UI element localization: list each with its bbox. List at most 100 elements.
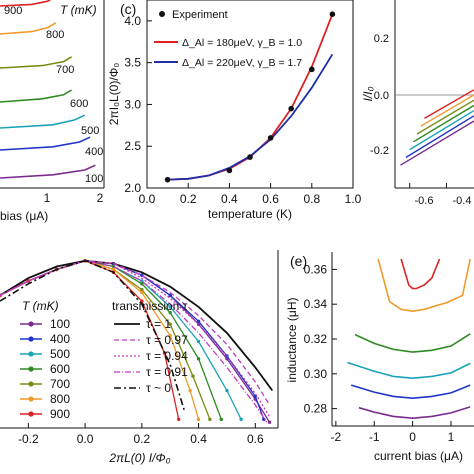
panel-a-curve-500: [0, 114, 86, 129]
panel-d-point-600-5: [140, 282, 144, 286]
panel-e: (e) 0.36 0.34 0.32 0.30 0.28-2 -1 0 1 inductanc…: [285, 252, 474, 463]
panel-a-label-400: 400: [85, 146, 103, 158]
panel-c-right-line-900: [424, 89, 474, 120]
panel-e-x-tick-3: 1: [448, 430, 455, 444]
panel-a-x-tick-1: 1: [44, 191, 51, 205]
legend-tau-label-0: τ = 1: [146, 317, 171, 331]
legend-t-label-600: 600: [50, 362, 70, 376]
panel-c-x-label: temperature (K): [208, 207, 292, 221]
panel-c-right-line-100: [400, 120, 474, 166]
legend-t-marker-800: [28, 396, 34, 402]
legend-experiment-marker: [159, 11, 165, 17]
panel-e-curve-600: [354, 333, 471, 353]
panel-d-point-100-10: [267, 420, 272, 424]
experiment-point-4: [288, 105, 295, 112]
panel-e-y-label: inductance (μH): [285, 298, 299, 383]
panel-e-lines: [347, 258, 471, 420]
legend-t-label-700: 700: [50, 377, 70, 391]
panel-e-curve-800: [377, 258, 471, 313]
panel-d-point-600-6: [168, 310, 172, 315]
panel-e-y-tick-4: 0.28: [304, 402, 328, 416]
legend-t-marker-700: [28, 381, 34, 387]
panel-d-ticks: -0.2 0.0 0.2 0.4 0.6: [18, 423, 264, 446]
legend-tau-label-2: τ = 0.94: [146, 349, 188, 363]
panel-c-right-line-600: [413, 104, 474, 143]
panel-a-label-800: 800: [46, 29, 64, 41]
panel-a-curve-400: [0, 136, 91, 151]
panel-a: 1 2 bias (μA) T (mK) 900 800 700 600 500…: [0, 0, 105, 223]
panel-a-x-label: bias (μA): [0, 209, 48, 223]
panel-e-y-tick-3: 0.30: [304, 367, 328, 381]
panel-c-frame: [146, 0, 354, 189]
experiment-point-0: [164, 176, 171, 183]
experiment-point-6: [329, 11, 336, 18]
panel-d-x-tick-1: 0.0: [77, 432, 94, 446]
panel-d-x-tick-3: 0.4: [190, 432, 207, 446]
experiment-point-2: [247, 154, 253, 160]
panel-c-right: 0.2 0.0 -0.2 I/I₀ -0.6 -0.4: [361, 0, 474, 207]
panel-c-right-line-800: [420, 94, 474, 127]
legend-t-label-500: 500: [50, 347, 70, 361]
legend-t-label-400: 400: [50, 332, 70, 346]
legend-t-marker-100: [28, 321, 34, 327]
experiment-point-1: [226, 167, 233, 174]
legend-t-label-100: 100: [50, 317, 70, 331]
panel-d-point-400-7: [196, 319, 201, 324]
panel-c-y-label: 2πI₀L(0)/Φ₀: [107, 63, 121, 126]
panel-a-t-label: T (mK): [60, 3, 97, 17]
legend-t-title: T (mK): [22, 299, 59, 313]
panel-e-x-tick-0: -2: [331, 430, 342, 444]
panel-d-point-800-8: [196, 417, 201, 422]
panel-a-label-500: 500: [81, 125, 99, 137]
panel-c-right-y-label: I/I₀: [361, 86, 375, 101]
panel-d-point-700-8: [208, 417, 212, 422]
panel-d-theory-1: [0, 259, 274, 392]
panel-c-x-tick-0: 0.0: [139, 192, 156, 206]
legend-transmission: τ = 1 τ = 0.97 τ = 0.94 τ = 0.91 τ ~ 0: [114, 317, 188, 395]
panel-a-x-tick-2: 2: [97, 191, 104, 205]
legend-tau-label-4: τ ~ 0: [146, 381, 171, 395]
panel-e-x-tick-1: -1: [369, 430, 380, 444]
panel-c: (c) 0.0 0.2 0.4 0.6 0.8 1.0 2.0 2.5 3.0 3.5 4.0 te…: [107, 0, 362, 221]
panel-e-y-tick-0: 0.36: [304, 262, 328, 276]
panel-c-ticks: 0.0 0.2 0.4 0.6 0.8 1.0 2.0 2.5 3.0 3.5 4.0: [124, 14, 361, 206]
panel-a-label-900: 900: [4, 5, 22, 17]
panel-c-right-line-500: [409, 110, 474, 151]
legend-t-label-900: 900: [50, 407, 70, 421]
panel-d-point-500-7: [196, 339, 201, 344]
legend-t-marker-400: [28, 336, 34, 342]
legend-tau-label-1: τ = 0.97: [146, 333, 188, 347]
legend-t-label-800: 800: [50, 392, 70, 406]
panel-d-theory-0: [0, 259, 186, 411]
panel-c-right-y-tick-3: -0.2: [370, 145, 389, 157]
legend-t-marker-500: [28, 351, 34, 357]
legend-experiment-label: Experiment: [172, 9, 228, 21]
panel-d-point-600-7: [196, 357, 201, 361]
panel-a-label-600: 600: [70, 98, 88, 110]
panel-c-right-y-tick-1: 0.2: [374, 33, 389, 45]
panel-c-right-line-700: [416, 99, 474, 135]
panel-d-point-900-7: [177, 417, 181, 422]
panel-c-experiment-points: [164, 11, 336, 183]
panel-e-curve-400: [350, 384, 471, 400]
panel-e-curve-100: [358, 406, 471, 420]
panel-c-right-y-tick-2: 0.0: [374, 90, 389, 102]
panel-c-right-x-tick-2: -0.4: [453, 195, 472, 207]
panel-d-point-400-6: [168, 293, 172, 298]
legend-t-marker-900: [28, 411, 34, 417]
panel-c-x-tick-2: 0.4: [221, 192, 238, 206]
panel-d-point-700-5: [140, 287, 144, 292]
panel-e-ticks: 0.36 0.34 0.32 0.30 0.28-2 -1 0 1: [304, 262, 455, 444]
legend-tau-label-3: τ = 0.91: [146, 365, 188, 379]
panel-d-point-500-6: [168, 305, 172, 309]
panel-c-x-tick-1: 0.2: [180, 192, 197, 206]
panel-d-x-tick-4: 0.6: [247, 432, 264, 446]
panel-e-curve-900: [400, 258, 441, 290]
panel-e-y-tick-1: 0.34: [304, 297, 328, 311]
panel-a-label-700: 700: [56, 64, 74, 76]
panel-d-point-800-7: [188, 388, 192, 393]
panel-d-x-tick-2: 0.2: [133, 432, 150, 446]
panel-c-y-tick-1: 2.5: [124, 139, 141, 153]
legend-fit1-label: Δ_Al = 180μeV, γ_B = 1.0: [182, 37, 302, 49]
panel-e-x-label: current bias (μA): [374, 449, 463, 463]
